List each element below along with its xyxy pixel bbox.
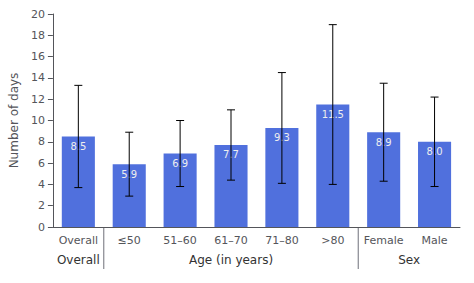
svg-text:5.9: 5.9 [121, 168, 138, 180]
svg-text:>80: >80 [321, 234, 344, 247]
svg-text:6.9: 6.9 [172, 158, 189, 169]
svg-text:Male: Male [422, 234, 448, 247]
svg-text:≤50: ≤50 [118, 234, 141, 247]
svg-text:Female: Female [364, 234, 404, 247]
svg-text:51–60: 51–60 [163, 234, 197, 247]
svg-text:7.7: 7.7 [223, 149, 239, 161]
svg-text:8.0: 8.0 [426, 146, 443, 158]
svg-text:11.5: 11.5 [321, 109, 344, 120]
svg-text:6: 6 [38, 157, 45, 170]
svg-text:8: 8 [38, 135, 45, 148]
svg-text:0: 0 [38, 221, 45, 234]
svg-text:Overall: Overall [59, 234, 98, 247]
svg-text:16: 16 [31, 50, 45, 63]
svg-text:Overall: Overall [57, 253, 100, 267]
svg-text:8.9: 8.9 [375, 136, 392, 148]
svg-text:Number of days: Number of days [7, 73, 21, 169]
svg-text:18: 18 [31, 29, 45, 42]
svg-text:20: 20 [31, 8, 45, 21]
svg-text:4: 4 [38, 178, 45, 191]
svg-text:10: 10 [31, 114, 45, 127]
svg-text:14: 14 [31, 71, 45, 84]
svg-text:61–70: 61–70 [214, 234, 248, 247]
svg-text:8.5: 8.5 [70, 141, 87, 152]
svg-text:9.3: 9.3 [273, 132, 290, 144]
svg-text:2: 2 [38, 199, 45, 212]
svg-text:71–80: 71–80 [265, 234, 299, 247]
svg-text:Age (in years): Age (in years) [189, 253, 273, 267]
svg-text:12: 12 [31, 93, 45, 106]
svg-text:Sex: Sex [398, 253, 420, 267]
